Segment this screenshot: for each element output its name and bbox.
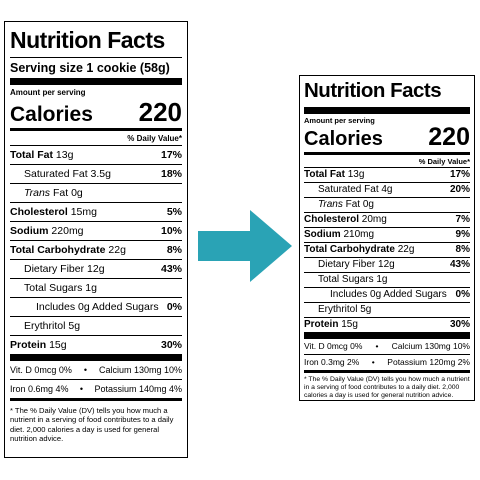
vitamin-row-2: Iron 0.6mg 4% • Potassium 140mg 4% [10,379,182,398]
divider [304,369,470,373]
nutrition-label-updated: Nutrition Facts Amount per serving Calor… [299,75,475,401]
nutrient-row-protein: Protein 15g 30% [10,335,182,354]
nutrient-row-dietary-fiber: Dietary Fiber 12g 43% [304,256,470,272]
nutrient-row-total-carbohydrate: Total Carbohydrate 22g 8% [304,241,470,257]
calories-value: 220 [428,122,470,151]
vitamin-row-2: Iron 0.3mg 2% • Potassium 120mg 2% [304,353,470,370]
nutrient-row-cholesterol: Cholesterol 15mg 5% [10,202,182,221]
daily-value-header: % Daily Value* [418,156,470,166]
nutrient-row-sodium: Sodium 210mg 9% [304,226,470,242]
nutrient-row-added-sugars: Includes 0g Added Sugars 0% [304,286,470,302]
nutrition-label-original: Nutrition Facts Serving size 1 cookie (5… [4,21,188,458]
calories-value: 220 [138,97,182,127]
nutrient-row-erythritol: Erythritol 5g [10,316,182,335]
calories-label: Calories [304,127,383,150]
divider [304,331,470,339]
nutrient-row-added-sugars: Includes 0g Added Sugars 0% [10,297,182,316]
divider [304,106,470,114]
amount-per-serving: Amount per serving [10,88,86,97]
calories-row: Calories 220 [304,122,470,151]
divider [304,151,470,155]
arrow-right-icon [198,210,292,282]
divider [10,128,182,131]
calories-label: Calories [10,103,93,126]
nutrient-row-saturated-fat: Saturated Fat 3.5g 18% [10,164,182,183]
daily-value-header: % Daily Value* [127,134,182,143]
label-title: Nutrition Facts [10,27,165,53]
nutrient-row-total-fat: Total Fat 13g 17% [10,145,182,164]
nutrient-row-total-fat: Total Fat 13g 17% [304,166,470,182]
nutrient-row-trans-fat: Trans Fat 0g [10,183,182,202]
calories-row: Calories 220 [10,97,182,128]
nutrient-row-trans-fat: Trans Fat 0g [304,196,470,212]
nutrient-row-protein: Protein 15g 30% [304,316,470,332]
nutrient-row-cholesterol: Cholesterol 20mg 7% [304,211,470,227]
nutrient-row-erythritol: Erythritol 5g [304,301,470,317]
vitamin-row-1: Vit. D 0mcg 0% • Calcium 130mg 10% [10,365,182,375]
divider [10,354,182,361]
vitamin-row-1: Vit. D 0mcg 0% • Calcium 130mg 10% [304,341,470,351]
nutrient-row-dietary-fiber: Dietary Fiber 12g 43% [10,259,182,278]
divider [10,78,182,85]
daily-value-footnote: * The % Daily Value (DV) tells you how m… [10,406,174,444]
nutrient-row-sodium: Sodium 220mg 10% [10,221,182,240]
amount-per-serving: Amount per serving [304,115,375,125]
nutrient-row-saturated-fat: Saturated Fat 4g 20% [304,181,470,197]
divider [10,398,182,401]
nutrient-row-total-sugars: Total Sugars 1g [10,278,182,297]
label-title: Nutrition Facts [304,79,442,102]
daily-value-footnote: * The % Daily Value (DV) tells you how m… [304,375,470,400]
nutrient-row-total-carbohydrate: Total Carbohydrate 22g 8% [10,240,182,259]
serving-size: Serving size 1 cookie (58g) [10,57,182,75]
nutrient-row-total-sugars: Total Sugars 1g [304,271,470,287]
